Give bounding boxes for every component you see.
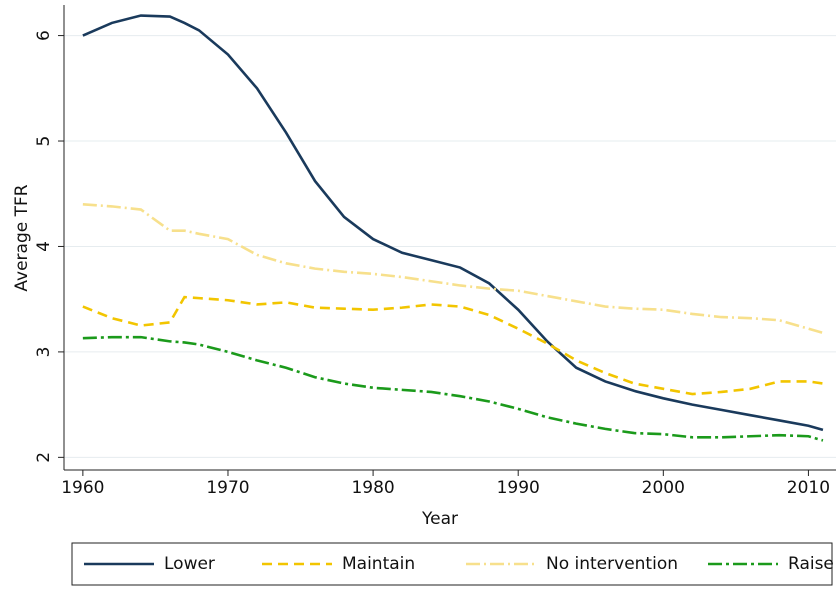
legend-label: Raise <box>788 554 834 574</box>
series-line <box>82 14 824 432</box>
y-tick-label: 4 <box>34 241 54 252</box>
x-tick-label: 1990 <box>497 478 540 498</box>
x-tick-label: 1960 <box>61 478 104 498</box>
x-tick-label: 2010 <box>787 478 830 498</box>
y-tick-label: 2 <box>34 452 54 463</box>
series-line <box>82 202 824 335</box>
legend-box <box>71 542 833 586</box>
x-axis-label: Year <box>421 509 458 529</box>
x-tick-label: 2000 <box>642 478 685 498</box>
y-axis-label: Average TFR <box>12 184 32 291</box>
y-tick-label: 3 <box>34 346 54 357</box>
x-tick-label: 1980 <box>351 478 394 498</box>
legend-label: Lower <box>164 554 215 574</box>
legend-label: Maintain <box>342 554 415 574</box>
legend-label: No intervention <box>546 554 678 574</box>
series-line <box>82 335 824 442</box>
y-tick-label: 5 <box>34 136 54 147</box>
x-tick-label: 1970 <box>206 478 249 498</box>
y-tick-label: 6 <box>34 30 54 41</box>
series-line <box>82 295 824 396</box>
